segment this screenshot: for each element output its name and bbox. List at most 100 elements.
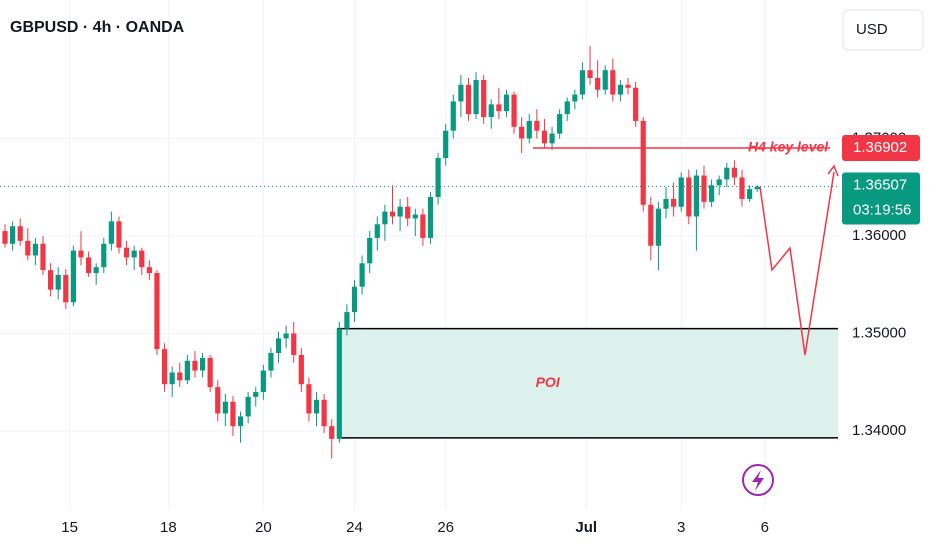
candle-body [2,231,8,244]
candle-body [496,104,502,112]
lightning-icon[interactable] [742,464,774,496]
candle-body [123,247,130,258]
candle-body [405,206,411,219]
candle-body [511,94,517,127]
key-level-label: H4 key level [748,139,829,155]
candle-body [237,416,244,427]
candle-body [579,70,586,95]
current-price-value: 1.36507 [853,177,907,194]
candle-body [70,250,76,303]
candle-body [427,196,434,238]
x-tick-label: 15 [61,519,78,536]
candle-body [503,94,510,112]
candle-body [458,84,464,102]
candle-body [420,214,426,238]
candle-body [617,84,624,95]
candle-body [465,84,472,115]
candle-body [716,179,722,186]
candle-body [412,214,418,219]
icon-bolt [752,470,764,491]
x-tick-label: 3 [677,519,685,536]
candle-body [739,177,745,199]
grid: 1.340001.350001.360001.370001518202426Ju… [0,0,906,536]
candle-body [25,240,31,256]
y-tick-label: 1.35000 [852,324,906,341]
candle-body [131,250,137,258]
x-tick-label: 6 [761,519,769,536]
candle-body [655,208,662,246]
candle-body [397,206,403,217]
candle-body [161,349,168,385]
overlay: H4 key level 1.36902 1.36507 03:19:56 [0,135,920,225]
candle-body [260,370,266,393]
candle-body [336,328,342,439]
candle-body [731,167,737,178]
candle-body [184,360,190,381]
candle-body [93,267,99,274]
candle-body [222,401,228,414]
candle-body [602,70,608,90]
candle-body [253,392,259,397]
candle-body [519,126,525,139]
candle-body [40,243,46,271]
x-tick-label: 18 [160,519,177,536]
candle-body [268,353,274,371]
candles [2,45,760,459]
candle-body [351,286,358,313]
candle-body [291,333,297,355]
candle-body [10,226,16,244]
current-price-box [842,172,920,225]
candle-body [693,175,700,217]
projection-arrow [827,164,839,177]
candle-body [48,270,54,290]
candle-body [367,237,373,264]
candle-body [488,104,494,118]
key-level-value: 1.36902 [853,139,907,156]
candle-body [78,250,84,258]
candle-body [306,384,312,414]
candle-body [678,177,684,207]
candle-body [85,257,92,274]
candle-body [101,243,107,268]
candle-body [633,87,639,121]
candle-body [245,396,251,417]
candle-body [63,274,69,303]
candle-body [541,130,548,144]
candle-body [443,130,449,158]
candle-body [724,167,730,180]
candle-body [283,333,289,339]
candle-body [321,399,327,427]
candle-body [686,177,692,217]
key-level-box [842,135,920,162]
candle-body [481,79,487,118]
candle-body [754,186,760,190]
candle-body [17,226,23,241]
candle-body [549,133,555,144]
candle-body [344,312,350,329]
candle-body [671,198,677,207]
candle-body [169,372,175,385]
x-tick-label: Jul [575,519,597,536]
candle-body [275,338,282,354]
countdown: 03:19:56 [853,202,911,219]
x-tick-label: 20 [255,519,272,536]
projection-path [759,171,835,356]
candle-body [648,204,654,246]
currency-label: USD [856,21,888,38]
candle-body [640,120,646,205]
candle-body [534,120,540,131]
candle-body [625,84,631,88]
candle-body [139,250,145,268]
candle-body [708,185,715,202]
candle-body [473,79,479,115]
y-tick-label: 1.34000 [852,422,906,439]
candle-body [595,78,601,90]
candle-body [572,94,578,102]
currency-button[interactable] [842,9,924,51]
candle-body [359,263,365,287]
candle-body [663,198,669,209]
candle-body [154,273,160,350]
candle-body [374,224,380,238]
poi-zone [337,328,838,438]
